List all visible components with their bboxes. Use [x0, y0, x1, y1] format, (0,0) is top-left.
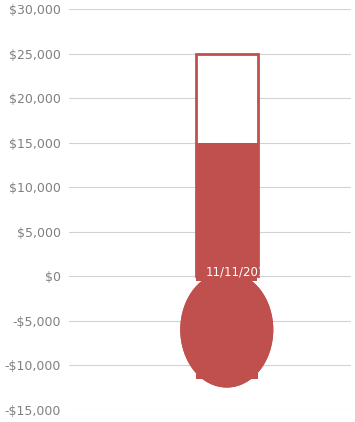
Bar: [196, 276, 257, 281]
Ellipse shape: [180, 272, 273, 387]
Ellipse shape: [180, 272, 273, 387]
Bar: [196, 330, 258, 379]
Bar: [196, 54, 258, 276]
Text: 11/11/2015: 11/11/2015: [206, 265, 273, 279]
Bar: [196, 143, 258, 276]
